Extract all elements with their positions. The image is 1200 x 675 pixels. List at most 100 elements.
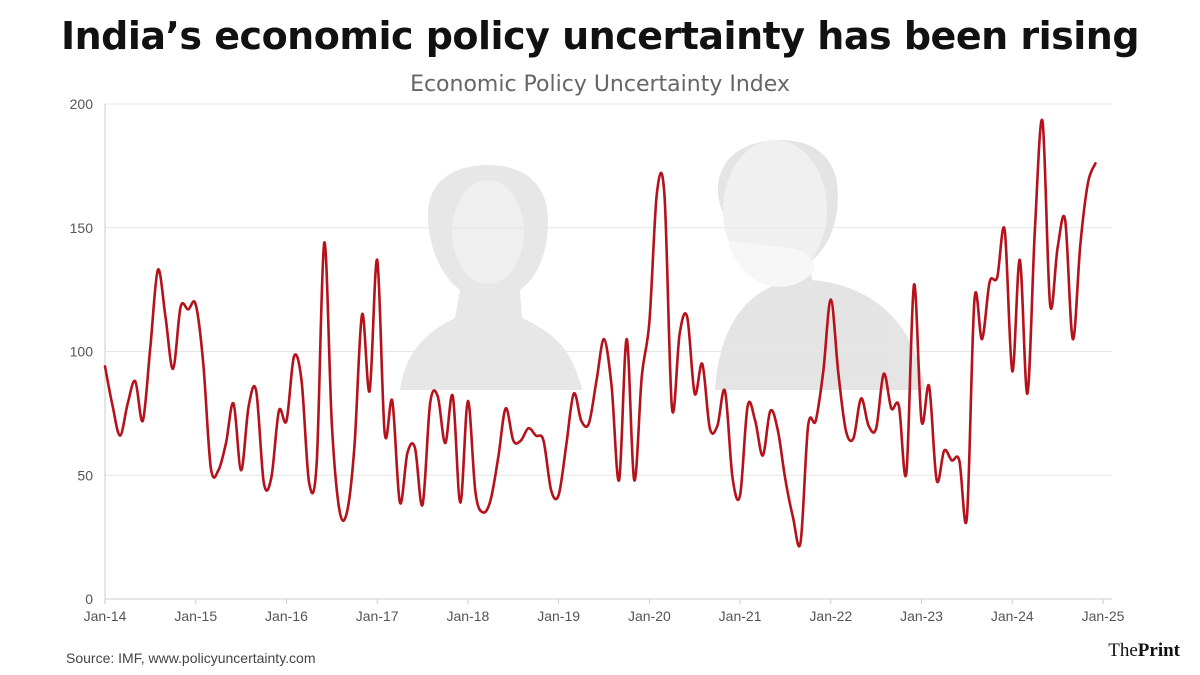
data-point <box>474 491 477 494</box>
x-tick-label: Jan-25 <box>1082 608 1125 624</box>
x-tick-label: Jan-15 <box>174 608 217 624</box>
data-point <box>263 481 265 484</box>
data-point <box>920 420 923 422</box>
data-point <box>595 380 598 383</box>
data-point <box>202 363 205 365</box>
data-point <box>512 439 515 442</box>
data-point <box>459 501 462 504</box>
data-point <box>807 425 809 427</box>
data-point <box>935 479 938 482</box>
data-point <box>1041 120 1044 123</box>
y-tick-label: 150 <box>70 220 94 236</box>
data-point <box>890 407 893 410</box>
data-point <box>346 511 348 514</box>
data-point <box>656 192 658 194</box>
brand-logo: ThePrint <box>1108 640 1180 662</box>
y-tick-label: 200 <box>70 96 94 112</box>
data-point <box>504 407 507 410</box>
data-point <box>444 442 447 444</box>
data-point <box>882 373 885 375</box>
x-tick-label: Jan-17 <box>356 608 399 624</box>
data-point <box>693 392 696 395</box>
epu-index-line <box>103 118 1097 548</box>
data-point <box>315 462 318 464</box>
data-point <box>731 476 734 479</box>
data-point <box>822 370 825 373</box>
data-point <box>762 454 764 457</box>
leaders-photo-illustration <box>400 140 925 390</box>
data-point <box>981 338 983 340</box>
data-point <box>671 407 673 410</box>
data-point <box>1011 370 1014 373</box>
data-point <box>633 479 635 482</box>
data-point <box>104 365 106 368</box>
data-point <box>497 457 500 459</box>
data-point <box>663 194 666 197</box>
data-point <box>240 469 242 472</box>
data-point <box>126 402 129 405</box>
x-tick-label: Jan-22 <box>809 608 852 624</box>
data-point <box>172 368 174 370</box>
data-point <box>648 321 651 323</box>
data-point <box>814 420 817 422</box>
data-point <box>799 541 802 543</box>
data-point <box>164 316 167 318</box>
data-point <box>217 469 220 472</box>
data-point <box>527 427 530 430</box>
source-note: Source: IMF, www.policyuncertainty.com <box>66 650 316 666</box>
data-point <box>179 306 182 308</box>
data-point <box>149 345 152 348</box>
brand-name: Print <box>1137 640 1180 661</box>
data-point <box>724 390 726 392</box>
data-point <box>232 402 235 405</box>
data-point <box>323 241 326 244</box>
x-axis: Jan-14 Jan-15 Jan-16 Jan-17 Jan-18 Jan-19 Jan-… <box>84 598 1125 624</box>
data-point <box>898 405 900 407</box>
data-point <box>452 395 454 397</box>
chart-subtitle: Economic Policy Uncertainty Index <box>410 72 790 97</box>
data-point <box>845 429 847 432</box>
x-tick-label: Jan-23 <box>900 608 943 624</box>
data-point <box>247 405 250 407</box>
data-point <box>542 439 545 442</box>
data-point <box>255 390 257 392</box>
data-point <box>550 489 552 491</box>
data-point <box>739 494 741 496</box>
data-point <box>520 439 522 442</box>
data-point <box>134 380 136 383</box>
data-point <box>436 395 439 397</box>
portrait-left <box>400 165 582 390</box>
data-point <box>837 373 840 375</box>
data-point <box>489 499 492 501</box>
data-point <box>270 476 273 479</box>
data-point <box>187 308 189 311</box>
data-point <box>905 472 908 474</box>
data-point <box>1079 244 1082 246</box>
x-tick-label: Jan-14 <box>84 608 127 624</box>
x-tick-label: Jan-19 <box>537 608 580 624</box>
data-point <box>111 405 114 407</box>
data-point <box>580 420 583 422</box>
data-point <box>1056 246 1059 249</box>
brand-prefix: The <box>1108 640 1138 661</box>
data-point <box>852 437 855 439</box>
data-point <box>754 420 756 422</box>
grid-lines: 0 50 100 150 200 <box>70 96 1112 607</box>
data-point <box>278 410 280 412</box>
data-point <box>1026 392 1029 395</box>
x-tick-label: Jan-21 <box>719 608 762 624</box>
data-point <box>913 283 915 286</box>
data-point <box>716 425 719 427</box>
data-point <box>641 375 643 378</box>
data-point <box>383 432 386 435</box>
data-point <box>338 509 341 511</box>
data-point <box>421 504 424 506</box>
data-point <box>1064 219 1066 222</box>
data-point <box>777 429 779 432</box>
data-point <box>557 494 560 496</box>
data-point <box>1034 227 1036 229</box>
data-point <box>119 434 121 437</box>
y-tick-label: 0 <box>85 591 93 607</box>
data-point <box>1072 338 1074 340</box>
